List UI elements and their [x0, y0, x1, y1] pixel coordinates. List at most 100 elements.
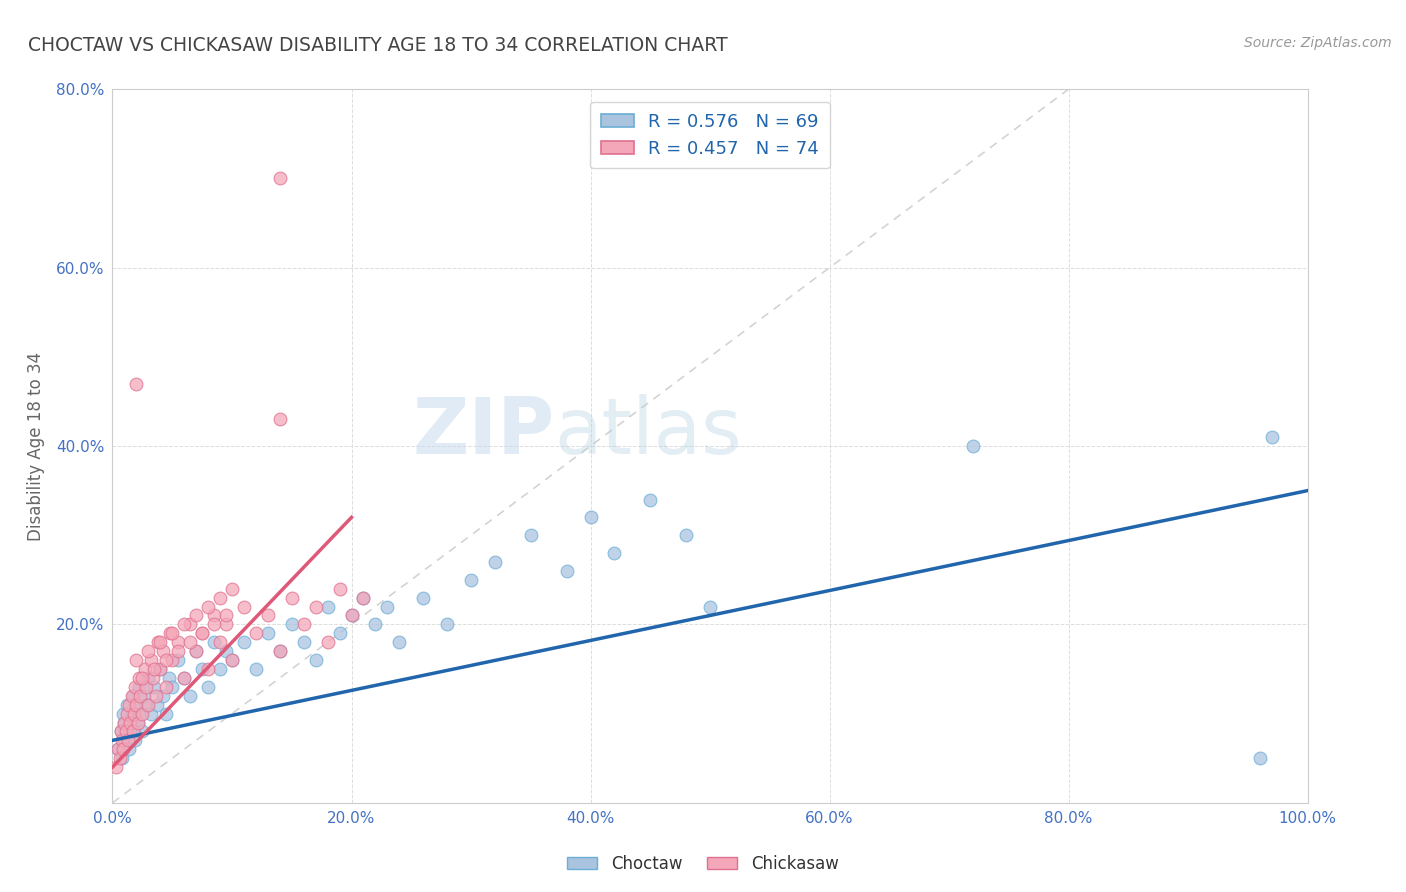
Point [105, 760, 128, 774]
Point [209, 662, 232, 676]
Text: atlas: atlas [554, 393, 742, 470]
Point [305, 653, 328, 667]
Point [215, 608, 238, 623]
Point [125, 653, 148, 667]
Point [364, 617, 387, 632]
Point [162, 653, 183, 667]
Point [436, 617, 458, 632]
Point [115, 706, 138, 721]
Point [484, 555, 506, 569]
Point [412, 591, 434, 605]
Point [149, 662, 172, 676]
Point [186, 608, 208, 623]
Point [281, 617, 304, 632]
Point [107, 742, 129, 756]
Point [233, 635, 256, 649]
Point [152, 689, 174, 703]
Point [155, 706, 177, 721]
Point [269, 644, 291, 658]
Point [269, 644, 291, 658]
Point [162, 626, 183, 640]
Point [124, 680, 146, 694]
Point [209, 635, 232, 649]
Point [221, 653, 243, 667]
Point [121, 724, 143, 739]
Point [131, 706, 153, 721]
Point [111, 751, 134, 765]
Point [191, 626, 214, 640]
Point [159, 626, 181, 640]
Point [640, 492, 662, 507]
Point [167, 653, 190, 667]
Point [120, 715, 142, 730]
Point [202, 617, 225, 632]
Point [114, 715, 135, 730]
Point [138, 671, 160, 685]
Point [215, 644, 238, 658]
Point [128, 671, 150, 685]
Point [215, 617, 238, 632]
Point [114, 724, 136, 739]
Point [209, 591, 232, 605]
Point [340, 608, 363, 623]
Point [131, 724, 153, 739]
Point [179, 689, 201, 703]
Point [115, 698, 138, 712]
Point [292, 635, 315, 649]
Point [127, 715, 149, 730]
Point [145, 698, 167, 712]
Point [129, 689, 152, 703]
Point [112, 742, 135, 756]
Point [146, 635, 169, 649]
Text: ZIP: ZIP [412, 393, 554, 470]
Point [699, 599, 721, 614]
Point [122, 706, 145, 721]
Point [139, 706, 162, 721]
Point [281, 591, 304, 605]
Point [107, 742, 129, 756]
Legend: R = 0.576   N = 69, R = 0.457   N = 74: R = 0.576 N = 69, R = 0.457 N = 74 [591, 102, 830, 169]
Point [245, 626, 267, 640]
Point [145, 689, 167, 703]
Text: CHOCTAW VS CHICKASAW DISABILITY AGE 18 TO 34 CORRELATION CHART: CHOCTAW VS CHICKASAW DISABILITY AGE 18 T… [28, 36, 728, 54]
Point [114, 733, 135, 747]
Point [197, 662, 219, 676]
Point [245, 662, 267, 676]
Point [555, 564, 578, 578]
Point [377, 599, 399, 614]
Point [110, 724, 132, 739]
Point [269, 412, 291, 426]
Point [292, 617, 315, 632]
Point [316, 599, 339, 614]
Point [125, 376, 148, 391]
Point [257, 626, 280, 640]
Point [121, 689, 143, 703]
Point [233, 599, 256, 614]
Point [329, 582, 352, 596]
Point [131, 671, 153, 685]
Point [143, 680, 166, 694]
Point [202, 608, 225, 623]
Point [173, 671, 195, 685]
Point [114, 724, 136, 739]
Point [121, 689, 143, 703]
Text: Source: ZipAtlas.com: Source: ZipAtlas.com [1244, 36, 1392, 50]
Point [179, 617, 201, 632]
Point [143, 662, 166, 676]
Point [128, 680, 150, 694]
Point [142, 671, 165, 685]
Point [132, 689, 155, 703]
Point [197, 599, 219, 614]
Point [149, 635, 172, 649]
Point [112, 706, 135, 721]
Legend: Choctaw, Chickasaw: Choctaw, Chickasaw [561, 848, 845, 880]
Point [460, 573, 482, 587]
Point [162, 680, 183, 694]
Point [1249, 751, 1271, 765]
Point [152, 644, 174, 658]
Point [352, 591, 374, 605]
Point [138, 644, 160, 658]
Point [316, 635, 339, 649]
Point [167, 635, 190, 649]
Point [111, 733, 134, 747]
